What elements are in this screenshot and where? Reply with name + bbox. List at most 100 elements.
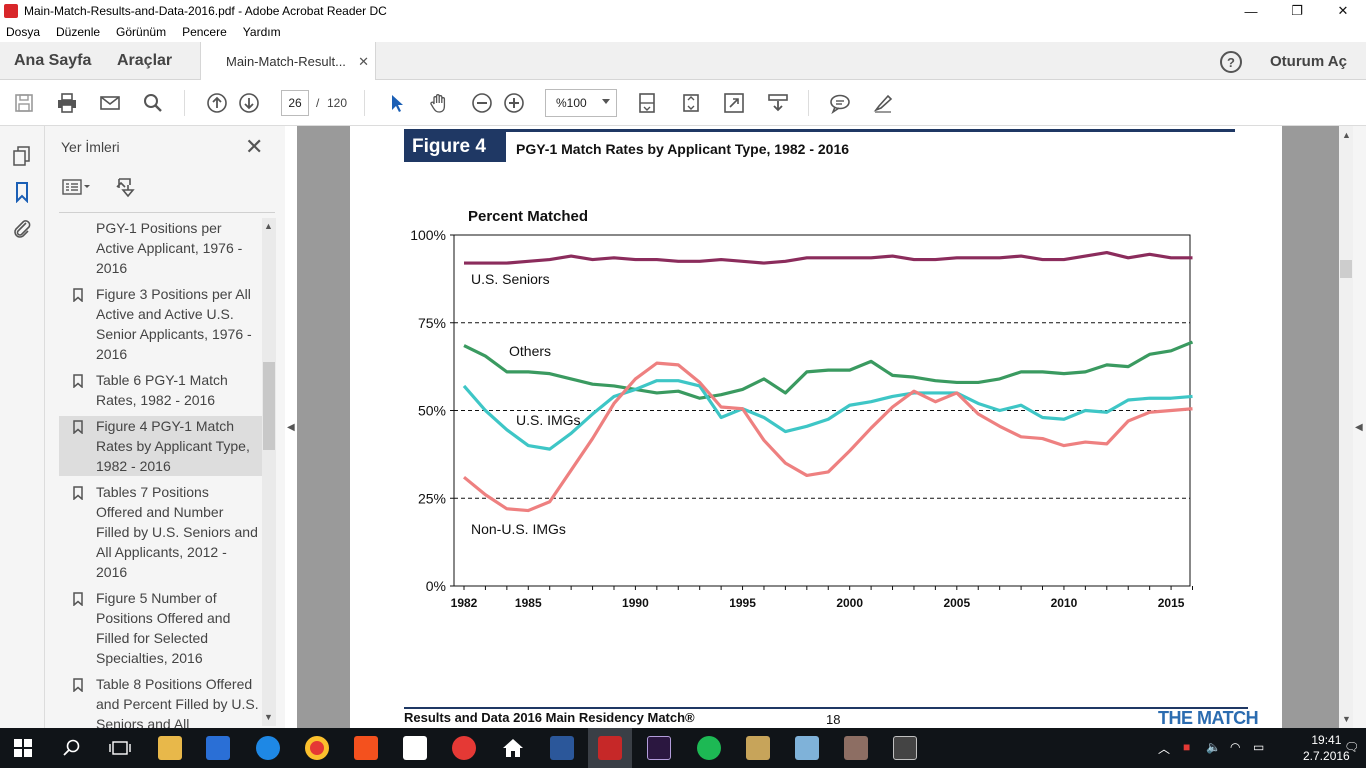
series-line — [462, 379, 1193, 451]
paint-icon[interactable] — [746, 736, 770, 760]
bookmark-flag-icon — [73, 592, 83, 606]
bookmark-item[interactable]: Figure 5 Number of Positions Offered and… — [59, 588, 263, 668]
bookmark-options-icon[interactable] — [61, 176, 93, 203]
yandex-icon[interactable] — [403, 736, 427, 760]
clock-date: 2.7.2016 — [1303, 749, 1350, 763]
menu-view[interactable]: Görünüm — [116, 25, 167, 39]
attachment-icon[interactable] — [10, 216, 34, 240]
zoom-select[interactable]: %100 — [545, 89, 617, 117]
pages-thumbnail-icon[interactable] — [10, 144, 34, 168]
x-tick-label: 1990 — [622, 596, 649, 610]
fit-page-icon[interactable] — [634, 90, 660, 116]
scroll-down-icon[interactable]: ▼ — [1342, 714, 1351, 724]
library-icon[interactable] — [844, 736, 868, 760]
document-scrollbar[interactable]: ▲ ▼ — [1339, 126, 1353, 728]
word-icon[interactable] — [550, 736, 574, 760]
x-tick-label: 2010 — [1051, 596, 1078, 610]
yandex-browser-icon[interactable] — [452, 736, 476, 760]
series-line — [463, 340, 1194, 400]
task-view-icon[interactable] — [108, 736, 132, 760]
search-icon[interactable] — [140, 90, 166, 116]
tab-home[interactable]: Ana Sayfa — [14, 52, 92, 69]
bookmark-label: Figure 3 Positions per All Active and Ac… — [96, 286, 252, 362]
bookmark-item[interactable]: PGY-1 Positions per Active Applicant, 19… — [59, 218, 263, 278]
help-icon[interactable]: ? — [1220, 51, 1242, 73]
match-logo: THE MATCH — [1158, 708, 1259, 728]
chevron-up-icon[interactable]: ︿ — [1158, 742, 1171, 756]
chrome-icon[interactable] — [305, 736, 329, 760]
edge-browser-icon[interactable] — [256, 736, 280, 760]
scroll-down-icon[interactable]: ▼ — [264, 712, 273, 722]
spotify-icon[interactable] — [697, 736, 721, 760]
scroll-up-icon[interactable]: ▲ — [1342, 130, 1351, 140]
notifications-icon[interactable]: 🗨 — [1344, 740, 1360, 754]
close-window-button[interactable]: ✕ — [1337, 3, 1349, 18]
app-icon[interactable] — [354, 736, 378, 760]
bookmarks-scrollbar[interactable]: ▲ ▼ — [262, 218, 276, 726]
zoom-out-icon[interactable] — [469, 90, 495, 116]
close-tab-icon[interactable]: ✕ — [358, 54, 369, 69]
sign-in-link[interactable]: Oturum Aç — [1270, 52, 1347, 70]
file-explorer-icon[interactable] — [158, 736, 182, 760]
store-icon[interactable] — [206, 736, 230, 760]
menu-help[interactable]: Yardım — [242, 25, 281, 39]
app-icon[interactable] — [795, 736, 819, 760]
comment-icon[interactable] — [827, 90, 853, 116]
wifi-icon[interactable]: ◠ — [1230, 740, 1241, 754]
restore-button[interactable]: ❐ — [1291, 3, 1303, 18]
scroll-up-icon[interactable]: ▲ — [264, 221, 273, 231]
series-line — [464, 250, 1193, 265]
cld-app-icon[interactable] — [893, 736, 917, 760]
volume-icon[interactable]: 🔈 — [1206, 740, 1221, 754]
bookmark-item[interactable]: Table 8 Positions Offered and Percent Fi… — [59, 674, 263, 728]
x-tick-label: 1995 — [729, 596, 756, 610]
tab-document[interactable]: Main-Match-Result... ✕ — [200, 42, 376, 81]
expand-right-pane-icon[interactable]: ◀ — [1355, 422, 1363, 433]
keyboard-icon[interactable]: ▭ — [1253, 740, 1265, 754]
print-icon[interactable] — [54, 90, 80, 116]
menu-edit[interactable]: Düzenle — [56, 25, 101, 39]
pdf-page: Figure 4 PGY-1 Match Rates by Applicant … — [350, 126, 1282, 728]
bookmark-icon[interactable] — [10, 180, 34, 204]
bookmark-item[interactable]: Figure 4 PGY-1 Match Rates by Applicant … — [59, 416, 263, 476]
acrobat-tray-icon[interactable]: ■ — [1183, 740, 1191, 754]
search-icon[interactable] — [60, 736, 84, 760]
scrollbar-thumb[interactable] — [263, 362, 275, 450]
rotate-icon[interactable] — [678, 90, 704, 116]
title-bar: Main-Match-Results-and-Data-2016.pdf - A… — [0, 0, 1366, 22]
page-number-input[interactable]: 26 — [281, 90, 309, 116]
premiere-icon[interactable] — [647, 736, 671, 760]
select-cursor-icon[interactable] — [383, 90, 409, 116]
page-total: 120 — [327, 96, 348, 110]
minimize-button[interactable]: — — [1244, 3, 1258, 19]
figure-label: Figure 4 — [404, 131, 506, 162]
zoom-in-icon[interactable] — [501, 90, 527, 116]
next-page-icon[interactable] — [236, 90, 262, 116]
bookmark-item[interactable]: Table 6 PGY-1 Match Rates, 1982 - 2016 — [59, 370, 263, 410]
bookmark-item[interactable]: Tables 7 Positions Offered and Number Fi… — [59, 482, 263, 582]
bookmark-label: PGY-1 Positions per Active Applicant, 19… — [96, 220, 243, 276]
previous-page-icon[interactable] — [204, 90, 230, 116]
clock[interactable]: 19:41 2.7.2016 — [1303, 732, 1350, 764]
windows-start-icon[interactable] — [14, 739, 32, 757]
save-icon[interactable] — [11, 90, 37, 116]
new-bookmark-icon[interactable] — [113, 176, 137, 203]
download-icon[interactable] — [765, 90, 791, 116]
acrobat-taskbar-icon[interactable] — [598, 736, 622, 760]
navigation-pane-strip — [0, 126, 45, 728]
zoom-value: %100 — [556, 96, 587, 110]
menu-window[interactable]: Pencere — [182, 25, 227, 39]
scrollbar-thumb[interactable] — [1340, 260, 1352, 278]
bookmark-label: Table 8 Positions Offered and Percent Fi… — [96, 676, 259, 728]
email-icon[interactable] — [97, 90, 123, 116]
full-screen-icon[interactable] — [721, 90, 747, 116]
bookmark-item[interactable]: Figure 3 Positions per All Active and Ac… — [59, 284, 263, 364]
hand-tool-icon[interactable] — [426, 90, 452, 116]
home-icon[interactable] — [501, 736, 525, 760]
collapse-left-icon[interactable]: ◀ — [287, 422, 295, 433]
figure-title: PGY-1 Match Rates by Applicant Type, 198… — [516, 141, 850, 157]
tab-tools[interactable]: Araçlar — [117, 52, 173, 69]
close-panel-icon[interactable]: ✕ — [245, 134, 264, 159]
highlight-pen-icon[interactable] — [870, 90, 896, 116]
menu-file[interactable]: Dosya — [6, 25, 41, 39]
